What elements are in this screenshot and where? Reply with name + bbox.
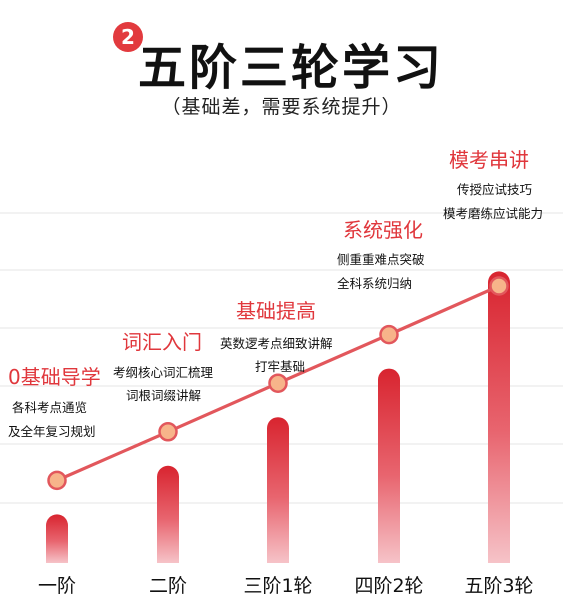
data-point [489,276,509,296]
page-title: 五阶三轮学习 [138,40,445,96]
page-subtitle: （基础差，需要系统提升） [161,96,402,118]
bars [46,271,510,563]
stage-title: 系统强化 [343,218,423,242]
step-number-badge: 2 [113,22,143,52]
header: 2 五阶三轮学习 （基础差，需要系统提升） [0,0,563,130]
bar [267,417,289,563]
category-label: 二阶 [149,575,187,597]
bar [157,465,179,563]
stage-description: 考纲核心词汇梳理 [113,365,214,380]
data-point [379,324,399,345]
stage-title: 0基础导学 [8,365,101,389]
stage-description: 侧重重难点突破 [337,252,425,267]
stage-title: 基础提高 [236,299,316,323]
stage-description: 打牢基础 [255,359,305,374]
data-point [158,422,178,442]
stage-description: 词根词缀讲解 [126,388,201,403]
bar [488,271,510,563]
stage-title: 词汇入门 [122,330,202,354]
stage-description: 模考磨练应试能力 [443,206,543,221]
bar [46,514,68,563]
stage-title: 模考串讲 [449,148,529,172]
stage-description: 全科系统归纳 [337,276,412,291]
category-label: 三阶1轮 [243,575,312,597]
category-labels: 一阶 二阶 三阶1轮 四阶2轮 五阶3轮 [38,575,534,597]
bar [378,368,400,563]
progress-line [47,276,509,491]
category-label: 五阶3轮 [464,575,533,597]
data-point [47,470,67,491]
stage-description: 各科考点通览 [12,400,87,415]
data-point [268,373,288,393]
category-label: 四阶2轮 [354,575,423,597]
category-label: 一阶 [38,575,76,597]
stage-description: 传授应试技巧 [457,182,532,197]
stage-description: 英数逻考点细致讲解 [220,336,333,351]
stage-description: 及全年复习规划 [8,424,96,439]
